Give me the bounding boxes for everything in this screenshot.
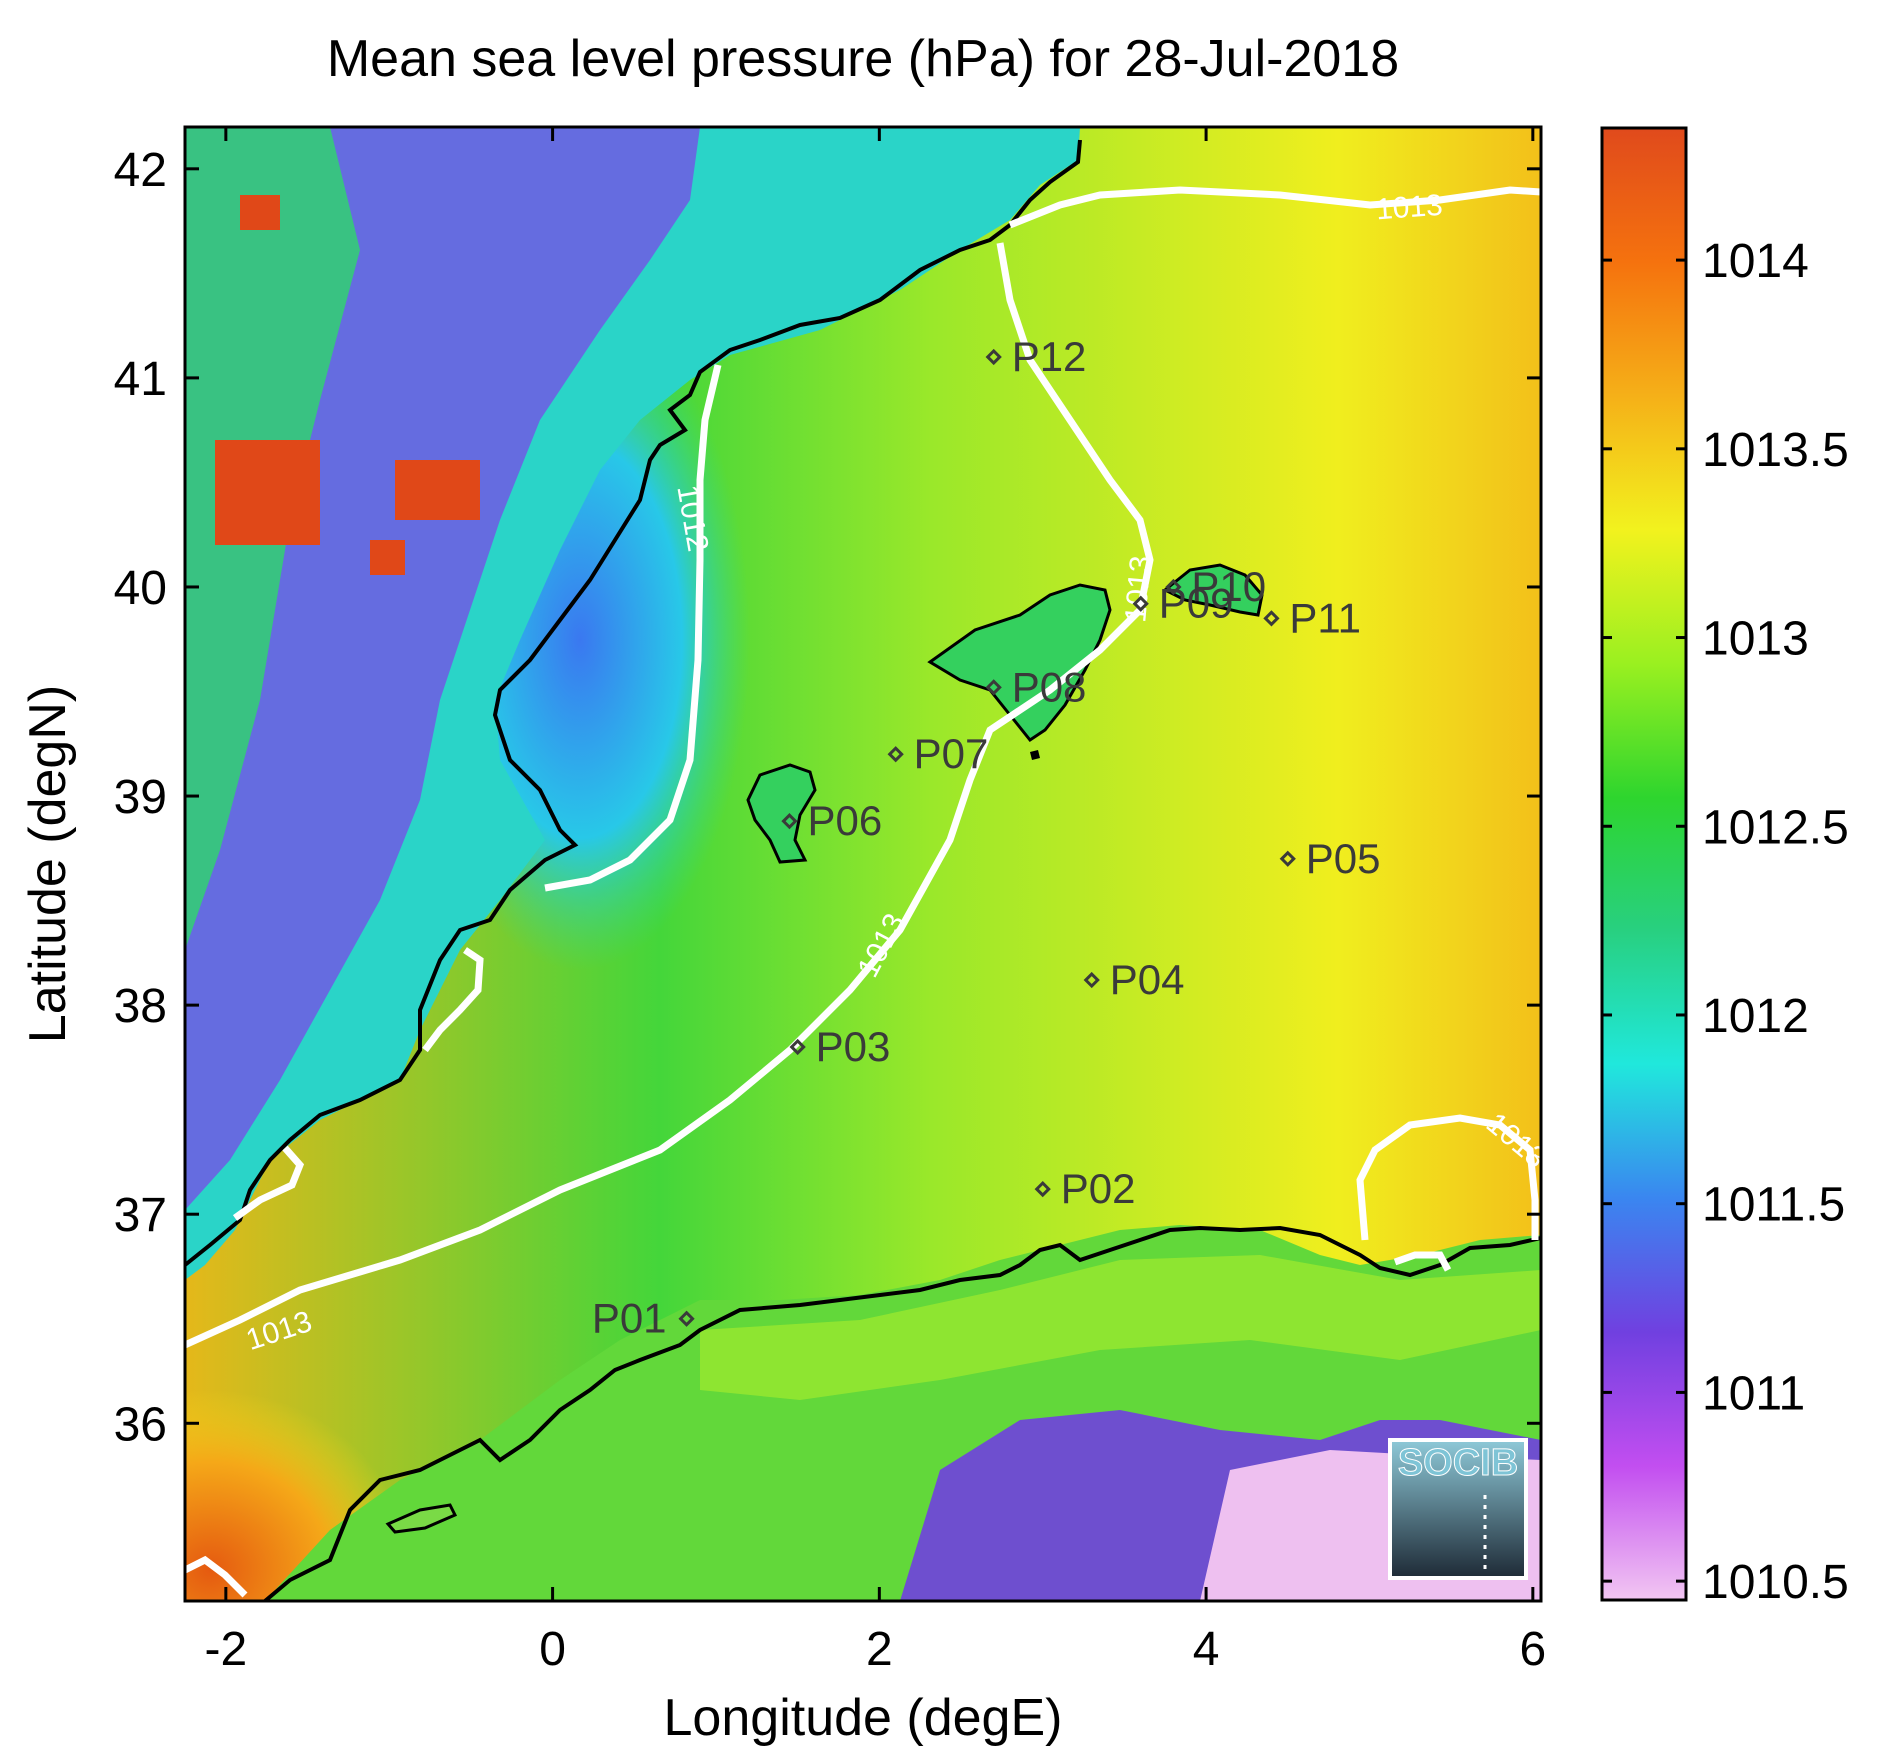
station-label: P04 [1110,956,1185,1003]
station-marker [887,746,904,763]
station-marker [1165,578,1182,596]
colorbar-tick-label: 1011.5 [1702,1179,1845,1232]
socib-logo: SOCIB [1388,1438,1528,1580]
colorbar-ticks: 1010.5 1011 1011.5 1012 1012.5 1013 1013.5 1014 [1602,235,1849,1609]
colorbar-gradient [1600,126,1688,1602]
station-label: P03 [816,1023,891,1070]
coastline-iberia [185,139,1082,1267]
x-tick-label: -2 [204,1623,247,1676]
station-marker [1034,1180,1051,1198]
land-africa-coastal [700,1255,1541,1400]
logo-text: SOCIB [1398,1442,1518,1484]
station-marker [985,348,1002,366]
station-label: P01 [592,1295,667,1342]
colorbar-tick-label: 1011 [1702,1367,1805,1420]
highland-hotspot [395,460,480,520]
highland-hotspot [215,440,320,545]
island-alboran [385,1503,458,1534]
isobar-small-coast [422,947,484,1053]
isobar-1012 [544,364,722,892]
station-marker [1279,850,1296,867]
station-marker [1083,971,1100,989]
island-ibiza [746,763,817,864]
station-label: P09 [1159,580,1234,627]
isobar-small-west [232,1145,305,1221]
x-tick-label: 0 [539,1623,566,1676]
station-marker [789,1038,806,1056]
contour-label: 1013 [1119,554,1158,623]
colorbar-tick-label: 1013.5 [1702,424,1849,477]
highland-hotspot [370,540,405,575]
station-marker [1132,595,1149,612]
colorbar-tick-label: 1010.5 [1702,1556,1849,1609]
highland-hotspot [240,195,280,230]
y-tick-label: 39 [114,771,167,824]
coastline-africa [263,1225,1541,1601]
y-tick-label: 42 [114,144,167,197]
isobar-1013-main [185,242,1154,1349]
station-label: P07 [914,730,989,777]
x-tick-label: 2 [866,1623,893,1676]
colorbar-tick-label: 1012.5 [1702,801,1849,854]
station-label: P12 [1012,333,1087,380]
map-plot-area: 1012 1013 1013 1013 1013 1013 P01P02P03P… [185,127,1541,1601]
y-axis-label: Latitude (degN) [19,685,77,1043]
station-marker [781,813,798,830]
island-cabrera [1030,750,1040,760]
colorbar-tick-label: 1014 [1702,235,1809,288]
isobar-1013-southcoast [1393,1251,1452,1272]
x-axis-label: Longitude (degE) [664,1689,1063,1747]
contour-label: 1013 [1375,189,1444,227]
y-tick-label: 36 [114,1398,167,1451]
island-menorca [1162,563,1264,617]
station-label: P06 [807,797,882,844]
station-label: P05 [1306,835,1381,882]
station-label: P02 [1061,1165,1136,1212]
chart-title: Mean sea level pressure (hPa) for 28-Jul… [327,30,1399,88]
station-marker [985,679,1002,696]
isobar-1013-east [1356,1114,1539,1241]
plot-frame [183,125,1543,1603]
y-tick-label: 41 [114,353,167,406]
x-axis-ticks: -2 0 2 4 6 [204,127,1546,1676]
colorbar: 1010.5 1011 1011.5 1012 1012.5 1013 1013.5 1014 [1600,126,1849,1609]
isobar-1013-north [1008,186,1541,229]
y-tick-label: 37 [114,1189,167,1242]
station-label: P11 [1289,594,1361,641]
y-axis-ticks: 36 37 38 39 40 41 42 [114,144,1541,1451]
colorbar-tick-label: 1013 [1702,613,1809,666]
x-tick-label: 4 [1193,1623,1220,1676]
station-marker [1263,610,1280,627]
isobar-sw-corner [185,1555,248,1598]
station-label: P10 [1191,563,1266,610]
station-marker [678,1310,695,1327]
y-tick-label: 38 [114,980,167,1033]
x-tick-label: 6 [1519,1623,1546,1676]
station-label: P08 [1012,663,1087,710]
colorbar-tick-label: 1012 [1702,990,1809,1043]
y-tick-label: 40 [114,562,167,615]
